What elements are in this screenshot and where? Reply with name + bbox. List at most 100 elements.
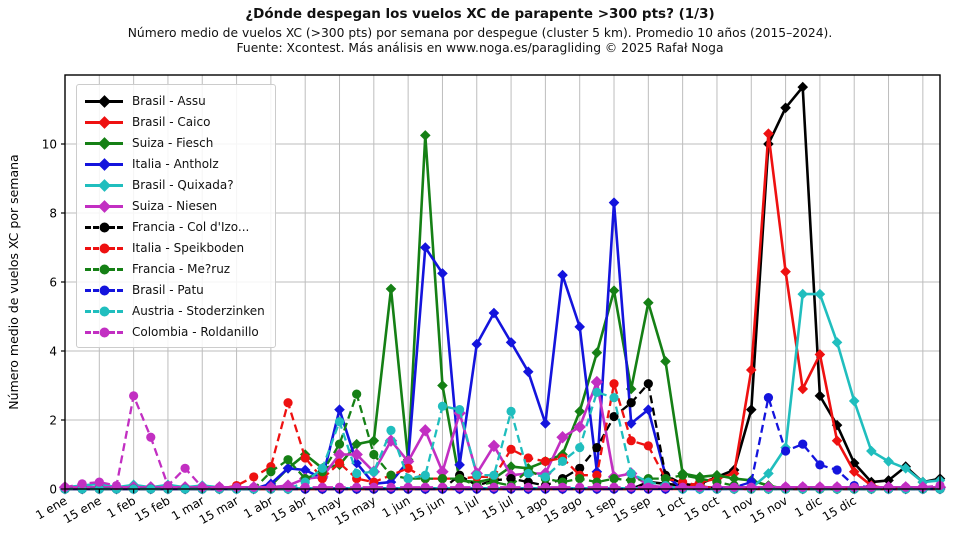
series-suiza-niesen <box>58 375 947 494</box>
legend-item-francia-col-dizo: Francia - Col d'Izo... <box>85 216 265 237</box>
legend-sample-colombia-roldanillo <box>85 325 123 339</box>
marker-circle-austria-stoderzinken <box>352 468 362 479</box>
marker-circle-brasil-patu <box>798 439 808 449</box>
marker-diamond-suiza-niesen <box>419 424 432 437</box>
marker-diamond-italia-antholz <box>351 457 362 469</box>
marker-diamond-italia-antholz <box>557 269 568 281</box>
x-tick-label: 15 jul <box>480 493 516 522</box>
legend-marker-brasil-assu <box>98 94 111 108</box>
marker-circle-francia-meruz <box>575 474 585 484</box>
marker-diamond-brasil-assu <box>883 475 894 486</box>
y-tick-label: 6 <box>49 276 57 290</box>
marker-circle-colombia-roldanillo <box>455 482 465 492</box>
marker-circle-francia-col-dizo <box>609 411 619 422</box>
marker-circle-austria-stoderzinken <box>437 401 448 411</box>
marker-circle-francia-meruz <box>455 474 465 484</box>
y-tick-label: 10 <box>42 138 57 152</box>
legend-label-francia-col-dizo: Francia - Col d'Izo... <box>132 219 250 234</box>
marker-circle-colombia-roldanillo <box>77 479 87 489</box>
marker-circle-austria-stoderzinken <box>334 417 345 427</box>
marker-circle-italia-speikboden <box>592 470 602 480</box>
marker-circle-italia-speikboden <box>643 441 653 451</box>
marker-diamond-brasil-caico <box>780 266 791 277</box>
marker-circle-colombia-roldanillo <box>386 482 396 492</box>
marker-circle-colombia-roldanillo <box>523 482 533 492</box>
marker-circle-colombia-roldanillo <box>660 482 671 492</box>
legend-sample-italia-speikboden <box>85 241 123 255</box>
marker-circle-francia-col-dizo <box>592 443 602 453</box>
x-tick-label: 15 nov <box>747 493 790 526</box>
marker-diamond-brasil-caico <box>831 435 843 446</box>
marker-circle-austria-stoderzinken <box>506 406 516 416</box>
marker-diamond-suiza-fiesch <box>711 469 723 481</box>
marker-circle-austria-stoderzinken <box>369 467 379 477</box>
marker-circle-francia-meruz <box>283 455 293 465</box>
legend-marker-francia-col-dizo <box>99 222 110 232</box>
legend-sample-brasil-assu <box>85 94 123 108</box>
y-axis-label: Número medio de vuelos XC por semana <box>6 154 21 409</box>
marker-circle-colombia-roldanillo <box>214 482 225 492</box>
chart-legend: Brasil - Assu Brasil - Caico Suiza - Fiesc… <box>76 84 276 348</box>
legend-sample-brasil-caico <box>85 115 123 129</box>
marker-circle-austria-stoderzinken <box>609 392 619 403</box>
marker-diamond-italia-antholz <box>574 321 586 333</box>
marker-diamond-italia-antholz <box>437 268 448 279</box>
marker-circle-austria-stoderzinken <box>557 456 568 466</box>
legend-item-brasil-assu: Brasil - Assu <box>85 90 265 111</box>
marker-circle-italia-speikboden <box>609 379 619 389</box>
marker-circle-brasil-patu <box>763 392 774 403</box>
marker-diamond-suiza-fiesch <box>608 285 620 296</box>
marker-circle-italia-speikboden <box>249 472 259 482</box>
marker-circle-francia-meruz <box>660 474 671 484</box>
legend-label-suiza-fiesch: Suiza - Fiesch <box>132 135 214 150</box>
marker-diamond-brasil-assu <box>780 102 791 114</box>
marker-circle-francia-meruz <box>369 449 379 460</box>
marker-diamond-brasil-quixada <box>900 463 911 474</box>
marker-diamond-suiza-fiesch <box>437 380 448 391</box>
marker-circle-colombia-roldanillo <box>111 480 122 491</box>
marker-diamond-italia-antholz <box>625 418 637 429</box>
chart-title: ¿Dónde despegan los vuelos XC de parapen… <box>245 6 715 22</box>
legend-marker-brasil-caico <box>98 115 111 129</box>
marker-diamond-brasil-quixada <box>883 456 894 467</box>
series-line-colombia-roldanillo <box>64 394 941 489</box>
marker-circle-colombia-roldanillo <box>420 482 430 492</box>
marker-diamond-italia-antholz <box>419 242 431 253</box>
marker-diamond-brasil-quixada <box>831 337 843 348</box>
marker-diamond-brasil-assu <box>814 390 826 402</box>
marker-circle-francia-meruz <box>626 475 636 485</box>
legend-label-brasil-quixada: Brasil - Quixada? <box>132 177 234 192</box>
marker-circle-austria-stoderzinken <box>626 468 636 479</box>
x-tick-label: 15 feb <box>132 493 172 524</box>
x-tick-label: 15 mar <box>197 493 241 527</box>
marker-circle-colombia-roldanillo <box>695 482 705 492</box>
marker-diamond-italia-antholz <box>299 464 311 476</box>
legend-sample-brasil-patu <box>85 283 123 297</box>
legend-marker-italia-antholz <box>98 157 111 171</box>
marker-diamond-brasil-quixada <box>814 288 826 300</box>
marker-diamond-italia-antholz <box>454 459 465 471</box>
series-line-austria-stoderzinken <box>65 391 940 491</box>
marker-circle-colombia-roldanillo <box>729 482 739 492</box>
marker-circle-austria-stoderzinken <box>317 463 327 473</box>
marker-circle-italia-speikboden <box>403 463 413 473</box>
marker-circle-italia-speikboden <box>283 398 293 408</box>
marker-circle-italia-speikboden <box>626 436 636 446</box>
marker-circle-francia-meruz <box>352 389 362 399</box>
legend-sample-francia-col-dizo <box>85 220 123 234</box>
legend-marker-brasil-patu <box>99 285 110 295</box>
marker-circle-austria-stoderzinken <box>540 472 550 482</box>
y-tick-label: 0 <box>49 483 57 497</box>
legend-label-italia-speikboden: Italia - Speikboden <box>132 240 245 255</box>
marker-diamond-suiza-fiesch <box>660 356 671 367</box>
legend-item-italia-antholz: Italia - Antholz <box>85 153 265 174</box>
marker-diamond-suiza-fiesch <box>351 438 362 450</box>
marker-circle-austria-stoderzinken <box>523 468 533 479</box>
marker-circle-colombia-roldanillo <box>129 391 139 401</box>
legend-item-italia-speikboden: Italia - Speikboden <box>85 237 265 258</box>
marker-diamond-suiza-niesen <box>350 448 363 461</box>
marker-circle-colombia-roldanillo <box>901 482 911 492</box>
marker-diamond-suiza-niesen <box>590 375 604 389</box>
marker-circle-brasil-patu <box>832 465 842 475</box>
